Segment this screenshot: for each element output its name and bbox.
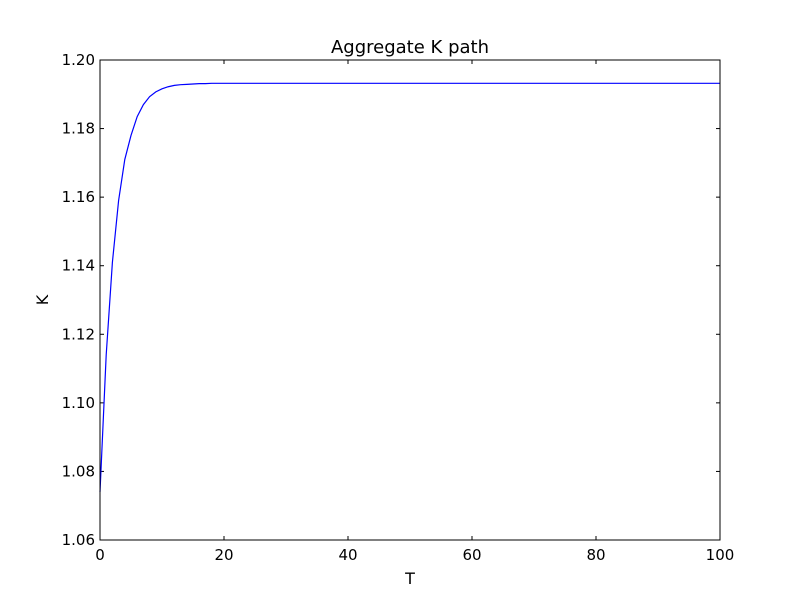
y-axis-ticks: 1.06 1.08 1.10 1.12 1.14 1.16 1.18 1.20 (62, 51, 720, 549)
x-axis-label: T (404, 569, 415, 588)
y-tick-label: 1.06 (62, 531, 95, 549)
y-tick-label: 1.20 (62, 51, 95, 69)
y-axis-label: K (33, 294, 52, 305)
series-line (99, 82, 720, 493)
x-tick-label: 60 (462, 546, 481, 564)
x-tick-label: 80 (586, 546, 605, 564)
x-tick-label: 40 (338, 546, 357, 564)
y-tick-label: 1.08 (62, 462, 95, 480)
y-tick-label: 1.14 (62, 257, 95, 275)
y-tick-label: 1.16 (62, 188, 95, 206)
plot-frame (99, 59, 721, 541)
x-tick-label: 0 (95, 546, 105, 564)
x-tick-label: 100 (706, 546, 735, 564)
y-tick-label: 1.18 (62, 120, 95, 138)
chart-title: Aggregate K path (331, 37, 489, 58)
y-tick-label: 1.10 (62, 394, 95, 412)
plot-area (99, 82, 720, 493)
y-tick-label: 1.12 (62, 325, 95, 343)
x-axis-ticks: 0 20 40 60 80 100 (95, 60, 734, 564)
x-tick-label: 20 (214, 546, 233, 564)
